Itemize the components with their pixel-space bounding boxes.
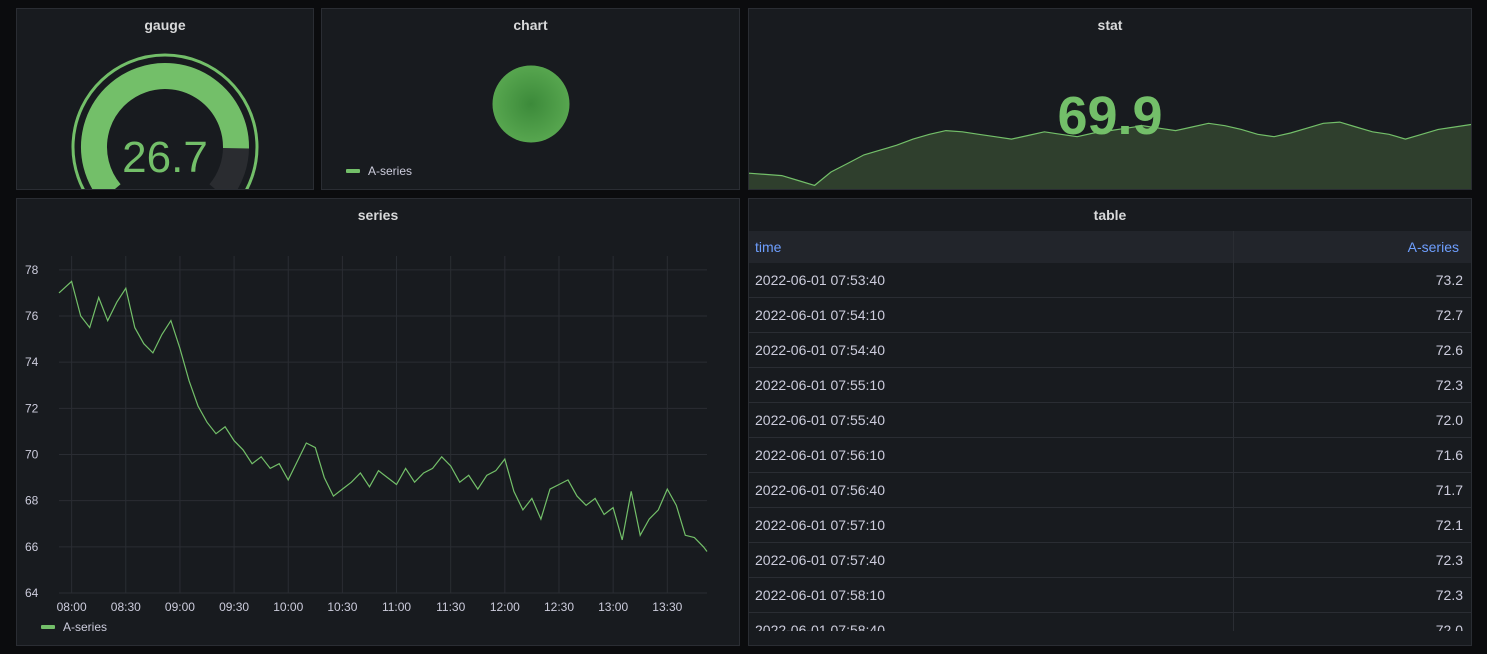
x-tick-label: 10:30 [327,600,357,614]
y-tick-label: 64 [25,586,39,600]
cell-a-series: 72.1 [1232,507,1471,543]
stat-area [749,122,1471,189]
table-row: 2022-06-01 07:55:40 72.0 [749,402,1471,438]
y-tick-label: 68 [25,494,39,508]
cell-time: 2022-06-01 07:56:10 [749,437,1234,473]
series-panel[interactable]: series 64 66 68 70 72 74 76 78 08:00 08:30 09:00 09… [16,198,740,646]
cell-a-series: 72.3 [1232,367,1471,403]
x-tick-label: 08:00 [57,600,87,614]
stat-panel[interactable]: stat 69.9 [748,8,1472,190]
cell-a-series: 72.3 [1232,577,1471,613]
series-line-a-series [58,280,708,552]
cell-a-series: 72.7 [1232,297,1471,333]
table-row: 2022-06-01 07:53:40 73.2 [749,263,1471,298]
table-row: 2022-06-01 07:57:10 72.1 [749,507,1471,543]
cell-time: 2022-06-01 07:56:40 [749,472,1234,508]
pie-chart [492,65,570,143]
gauge-value: 26.7 [122,133,208,182]
gauge-panel[interactable]: gauge 26.7 [16,8,314,190]
cell-time: 2022-06-01 07:57:10 [749,507,1234,543]
cell-time: 2022-06-01 07:55:40 [749,402,1234,438]
table-body: 2022-06-01 07:53:40 73.2 2022-06-01 07:54:… [749,263,1471,631]
legend-label: A-series [63,620,108,634]
table-row: 2022-06-01 07:57:40 72.3 [749,542,1471,578]
cell-a-series: 71.6 [1232,437,1471,473]
legend-item[interactable]: A-series [41,620,107,634]
stat-sparkline [749,121,1471,189]
cell-time: 2022-06-01 07:53:40 [749,263,1234,298]
x-tick-label: 08:30 [111,600,141,614]
panel-title: gauge [144,17,186,33]
table-row: 2022-06-01 07:54:40 72.6 [749,332,1471,368]
x-tick-label: 09:30 [219,600,249,614]
cell-time: 2022-06-01 07:55:10 [749,367,1234,403]
cell-a-series: 72.0 [1232,612,1471,631]
panel-title: table [1093,207,1127,223]
panel-title: chart [513,17,548,33]
x-tick-label: 09:00 [165,600,195,614]
table-row: 2022-06-01 07:58:40 72.0 [749,612,1471,631]
stat-value: 69.9 [1057,86,1163,146]
chart-panel[interactable]: chart A-series [321,8,740,190]
x-tick-label: 10:00 [273,600,303,614]
cell-time: 2022-06-01 07:57:40 [749,542,1234,578]
legend-item[interactable]: A-series [346,164,412,178]
cell-a-series: 72.6 [1232,332,1471,368]
x-tick-label: 13:30 [652,600,682,614]
y-tick-label: 76 [25,309,39,323]
table-row: 2022-06-01 07:56:40 71.7 [749,472,1471,508]
y-tick-label: 72 [25,401,39,415]
x-tick-label: 12:00 [490,600,520,614]
legend-swatch [346,169,360,173]
table-scroll-area[interactable]: time A-series 2022-06-01 07:53:40 73.2 202… [749,231,1471,631]
cell-time: 2022-06-01 07:58:40 [749,612,1234,631]
legend-swatch [41,625,55,629]
y-tick-label: 74 [25,355,39,369]
x-tick-label: 11:30 [436,600,465,614]
series-chart: 64 66 68 70 72 74 76 78 08:00 08:30 09:00 09:30 10:0… [25,256,708,614]
legend-label: A-series [368,164,413,178]
y-tick-label: 70 [25,448,39,462]
cell-time: 2022-06-01 07:54:10 [749,297,1234,333]
cell-a-series: 72.0 [1232,402,1471,438]
table-row: 2022-06-01 07:55:10 72.3 [749,367,1471,403]
cell-time: 2022-06-01 07:54:40 [749,332,1234,368]
cell-a-series: 72.3 [1232,542,1471,578]
data-table: time A-series 2022-06-01 07:53:40 73.2 202… [749,231,1471,631]
table-header-row: time A-series [749,231,1471,263]
x-tick-label: 12:30 [544,600,574,614]
table-row: 2022-06-01 07:58:10 72.3 [749,577,1471,613]
y-tick-label: 78 [25,263,39,277]
pie-slice-a-series [492,65,570,143]
column-header-time[interactable]: time [749,231,1234,263]
cell-time: 2022-06-01 07:58:10 [749,577,1234,613]
panel-title: series [357,207,399,223]
table-row: 2022-06-01 07:54:10 72.7 [749,297,1471,333]
x-tick-label: 13:00 [598,600,628,614]
cell-a-series: 73.2 [1232,263,1471,298]
table-row: 2022-06-01 07:56:10 71.6 [749,437,1471,473]
stat-line [749,121,1471,187]
gauge-fill [81,63,249,189]
panel-title: stat [1097,17,1123,33]
gauge-threshold-arc [71,53,259,189]
table-panel[interactable]: table time A-series 2022-06-01 07:53:40 7… [748,198,1472,646]
column-header-a-series[interactable]: A-series [1232,231,1471,263]
y-tick-label: 66 [25,540,39,554]
x-tick-label: 11:00 [382,600,411,614]
cell-a-series: 71.7 [1232,472,1471,508]
gauge-arc [71,53,259,189]
